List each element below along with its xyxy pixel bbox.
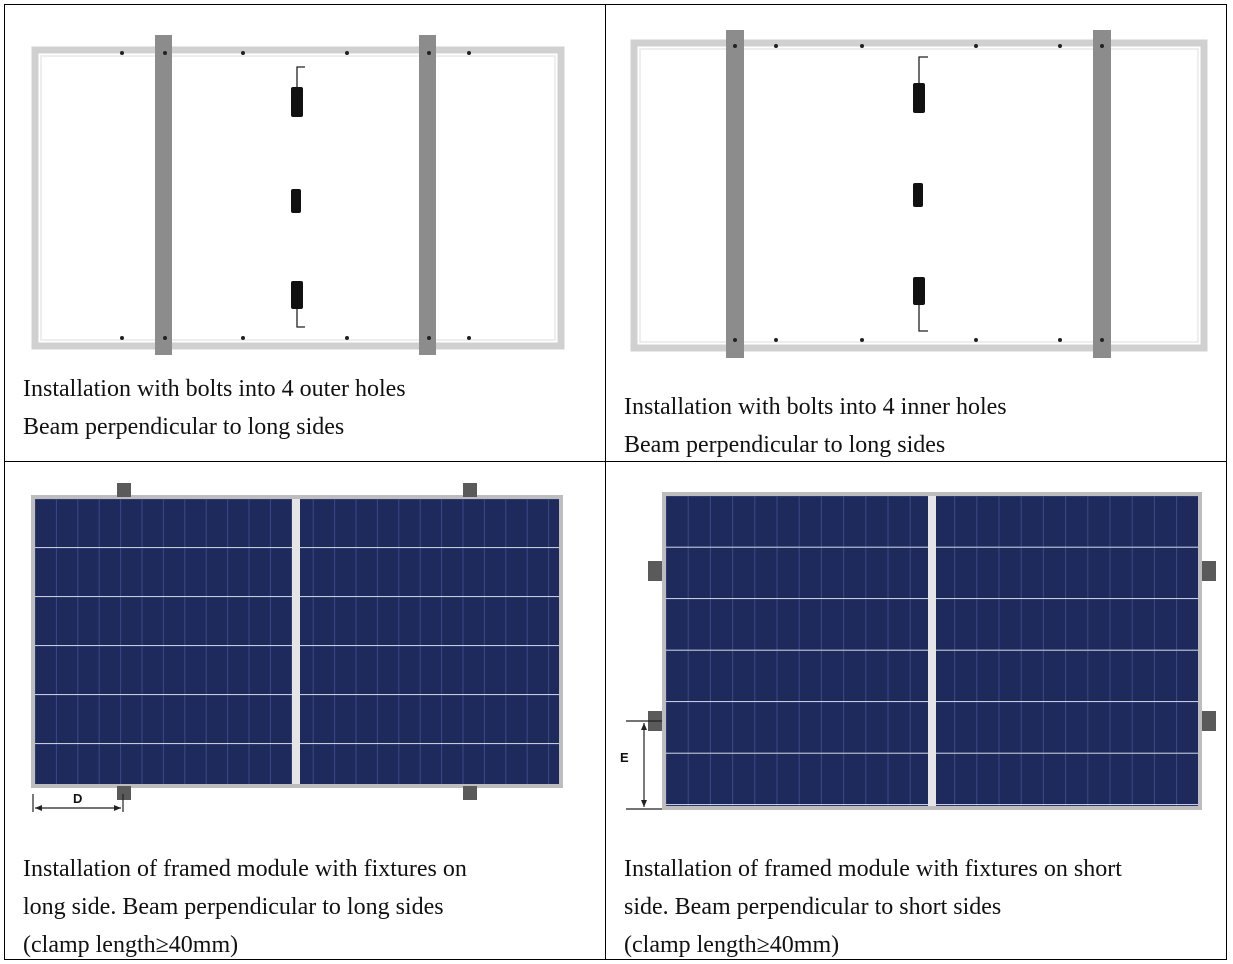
cell-inner-holes: Installation with bolts into 4 inner hol… bbox=[605, 4, 1227, 462]
cell-clamp-long-side: D Installation of framed module with fix… bbox=[4, 461, 606, 960]
caption-inner-holes: Installation with bolts into 4 inner hol… bbox=[624, 394, 1007, 458]
cell-outer-holes: Installation with bolts into 4 outer hol… bbox=[4, 4, 606, 462]
diagram-inner-holes bbox=[630, 30, 1208, 358]
cell-clamp-short-side: E Installation of framed module with fix… bbox=[605, 461, 1227, 960]
dimension-label-e: E bbox=[620, 750, 629, 765]
diagram-clamp-short-side: E bbox=[620, 492, 1216, 810]
dimension-label-d: D bbox=[73, 791, 82, 806]
diagram-outer-holes bbox=[31, 35, 565, 355]
caption-clamp-long-side: Installation of framed module with fixtu… bbox=[23, 856, 467, 958]
caption-clamp-short-side: Installation of framed module with fixtu… bbox=[624, 856, 1122, 958]
diagram-clamp-long-side: D bbox=[31, 483, 563, 812]
caption-outer-holes: Installation with bolts into 4 outer hol… bbox=[23, 376, 406, 440]
installation-methods-table: Installation with bolts into 4 outer hol… bbox=[4, 4, 1227, 960]
